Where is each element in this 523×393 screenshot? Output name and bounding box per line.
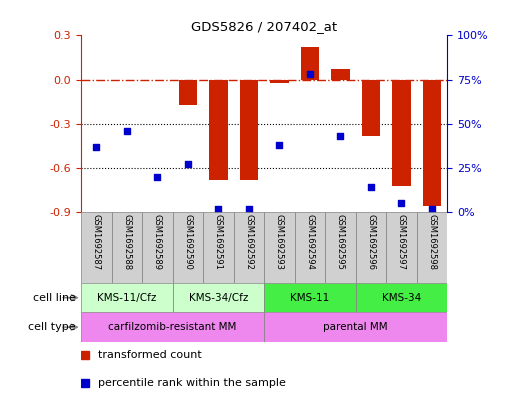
Text: GSM1692595: GSM1692595 — [336, 214, 345, 270]
Point — [275, 142, 283, 148]
Bar — [173, 212, 203, 283]
Text: GSM1692592: GSM1692592 — [244, 214, 253, 270]
Text: carfilzomib-resistant MM: carfilzomib-resistant MM — [108, 322, 237, 332]
Point — [153, 174, 162, 180]
Text: GSM1692591: GSM1692591 — [214, 214, 223, 270]
Bar — [81, 212, 111, 283]
Bar — [142, 212, 173, 283]
Point — [428, 206, 436, 212]
Bar — [264, 312, 447, 342]
Text: KMS-11/Cfz: KMS-11/Cfz — [97, 293, 156, 303]
Bar — [423, 79, 441, 206]
Point — [122, 128, 131, 134]
Text: KMS-11: KMS-11 — [290, 293, 329, 303]
Text: KMS-34/Cfz: KMS-34/Cfz — [189, 293, 248, 303]
Bar — [325, 212, 356, 283]
Bar — [81, 312, 264, 342]
Text: GSM1692594: GSM1692594 — [305, 214, 314, 270]
Bar — [87, 79, 106, 80]
Text: GSM1692598: GSM1692598 — [427, 214, 436, 270]
Text: GSM1692593: GSM1692593 — [275, 214, 284, 270]
Text: percentile rank within the sample: percentile rank within the sample — [97, 378, 286, 388]
Point — [397, 200, 406, 207]
Text: transformed count: transformed count — [97, 350, 201, 360]
Text: GSM1692588: GSM1692588 — [122, 214, 131, 270]
Bar — [264, 283, 356, 312]
Text: parental MM: parental MM — [323, 322, 388, 332]
Text: GSM1692597: GSM1692597 — [397, 214, 406, 270]
Text: KMS-34: KMS-34 — [382, 293, 421, 303]
Bar — [392, 79, 411, 185]
Bar — [362, 79, 380, 136]
Point — [92, 143, 100, 150]
Bar — [240, 79, 258, 180]
Text: cell line: cell line — [33, 293, 76, 303]
Bar — [179, 79, 197, 105]
Bar — [294, 212, 325, 283]
Text: GSM1692590: GSM1692590 — [184, 214, 192, 270]
Text: GSM1692589: GSM1692589 — [153, 214, 162, 270]
Bar — [209, 79, 228, 180]
Bar — [331, 69, 349, 79]
Bar — [386, 212, 417, 283]
Bar — [301, 47, 319, 79]
Bar — [270, 79, 289, 83]
Bar — [234, 212, 264, 283]
Bar — [148, 79, 166, 80]
Point — [184, 161, 192, 167]
Bar — [111, 212, 142, 283]
Bar — [118, 79, 136, 80]
Point — [367, 184, 375, 191]
Point — [245, 206, 253, 212]
Point — [214, 206, 222, 212]
Text: GSM1692596: GSM1692596 — [367, 214, 376, 270]
Bar — [356, 283, 447, 312]
Point — [305, 71, 314, 77]
Bar — [203, 212, 234, 283]
Bar — [264, 212, 294, 283]
Bar — [356, 212, 386, 283]
Point — [336, 133, 345, 139]
Bar — [173, 283, 264, 312]
Text: cell type: cell type — [28, 322, 76, 332]
Title: GDS5826 / 207402_at: GDS5826 / 207402_at — [191, 20, 337, 33]
Text: GSM1692587: GSM1692587 — [92, 214, 101, 270]
Bar — [81, 283, 173, 312]
Bar — [417, 212, 447, 283]
